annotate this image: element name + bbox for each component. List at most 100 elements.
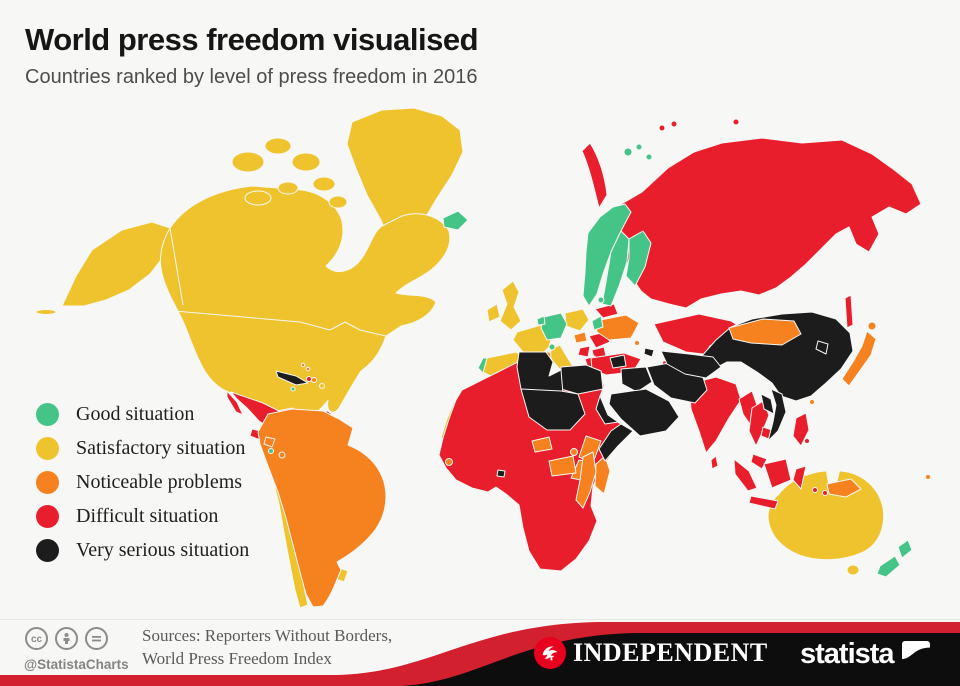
map-region-svalbard: [623, 147, 633, 157]
map-region-somalia: [598, 423, 634, 462]
footer: cc @StatistaCharts Sources: Reporters Wi…: [0, 620, 960, 686]
map-region-arctic-island: [231, 151, 265, 173]
map-legend: Good situation Satisfactory situation No…: [36, 403, 249, 573]
legend-label: Very serious situation: [76, 539, 250, 561]
map-region-arctic-isle: [658, 124, 666, 132]
swoosh-black-band: [400, 633, 960, 686]
map-region-sulawesi: [792, 465, 807, 490]
map-region-egypt: [560, 364, 604, 395]
map-region-bahamas: [305, 366, 311, 372]
map-region-norway: [582, 203, 632, 307]
statista-logo: statista: [800, 638, 930, 671]
map-region-sweden: [601, 230, 630, 307]
map-region-philippines-isle: [804, 438, 810, 444]
legend-swatch-difficult: [36, 505, 59, 528]
map-region-iceland: [442, 210, 469, 231]
map-region-finland: [625, 230, 652, 287]
map-region-novaya-zemlya: [581, 142, 608, 209]
map-region-philippines: [792, 412, 810, 447]
map-region-costa-rica: [268, 448, 274, 454]
legend-swatch-satisfactory: [36, 437, 59, 460]
map-region-taiwan: [809, 399, 815, 405]
legend-row-difficult: Difficult situation: [36, 505, 249, 528]
legend-row-good: Good situation: [36, 403, 249, 426]
header: World press freedom visualised Countries…: [25, 22, 479, 89]
license-icons: cc: [25, 627, 108, 650]
independent-eagle-icon: [534, 637, 566, 669]
map-region-north-korea: [815, 340, 829, 355]
statista-charts-handle: @StatistaCharts: [24, 657, 129, 672]
map-region-libya: [516, 351, 564, 400]
map-region-arctic-island: [244, 190, 272, 206]
map-region-guinea: [445, 458, 453, 466]
map-region-serbia: [577, 345, 591, 358]
map-region-canada-usa: [160, 185, 451, 419]
map-region-sudan-chad: [520, 388, 586, 431]
map-region-java: [748, 495, 779, 510]
map-region-malaysia: [750, 453, 768, 470]
independent-wordmark: INDEPENDENT: [573, 638, 768, 667]
map-region-syria: [609, 354, 627, 369]
legend-swatch-good: [36, 403, 59, 426]
attribution-icon: [55, 627, 78, 650]
page-subtitle: Countries ranked by level of press freed…: [25, 66, 478, 88]
map-region-arctic-island: [277, 181, 299, 195]
map-region-arctic-isle: [732, 118, 740, 126]
map-region-portugal: [477, 357, 488, 374]
legend-row-satisfactory: Satisfactory situation: [36, 437, 249, 460]
legend-label: Satisfactory situation: [76, 437, 246, 459]
map-region-japan: [841, 330, 877, 387]
map-region-hokkaido: [867, 321, 877, 331]
map-region-uganda: [570, 448, 578, 456]
map-region-laos: [760, 393, 775, 415]
legend-label: Good situation: [76, 403, 195, 425]
map-region-ukraine: [594, 314, 640, 341]
map-region-haiti: [306, 376, 312, 382]
map-region-papua-new-guinea: [826, 478, 862, 498]
map-region-arctic-island: [291, 152, 321, 172]
map-region-cuba: [275, 370, 309, 386]
map-region-arabian-peninsula: [608, 388, 680, 437]
page-title: World press freedom visualised: [25, 22, 479, 57]
map-region-switzerland: [548, 343, 556, 351]
map-region-netherlands: [536, 315, 546, 326]
map-region-baja: [226, 390, 244, 416]
map-region-arctic-island: [312, 176, 336, 192]
map-border-usa-canada: [162, 309, 387, 337]
map-region-mongolia-overlay: [728, 318, 802, 346]
map-region-vietnam: [767, 388, 787, 442]
map-border-alaska-canada: [169, 227, 184, 306]
map-region-fiji: [925, 474, 931, 480]
map-region-australia: [767, 470, 885, 561]
map-region-azerbaijan: [643, 347, 655, 358]
map-region-georgia: [634, 340, 640, 346]
world-choropleth-map: [35, 107, 931, 609]
map-region-iraq: [620, 366, 653, 393]
footer-swoosh: [0, 622, 960, 686]
cc-icon: cc: [25, 627, 48, 650]
map-region-indonesia-isle: [812, 487, 818, 493]
map-region-sri-lanka: [710, 455, 719, 470]
statista-swoosh-icon: [901, 640, 930, 669]
map-region-zambia: [548, 455, 577, 477]
map-region-svalbard: [635, 143, 643, 151]
sources-line1: Sources: Reporters Without Borders,: [142, 626, 393, 645]
map-region-equatorial-guinea: [496, 469, 506, 478]
map-region-aleutians: [35, 309, 57, 315]
sources-line2: World Press Freedom Index: [142, 648, 332, 668]
map-region-south-america-base: [257, 408, 387, 608]
sources-text: Sources: Reporters Without Borders, Worl…: [142, 625, 392, 671]
no-derivatives-icon: [85, 627, 108, 650]
map-region-bahamas: [300, 362, 306, 368]
footer-divider: [0, 619, 960, 620]
map-region-new-zealand-south: [876, 555, 901, 578]
map-region-ireland: [486, 303, 501, 323]
map-region-new-zealand-north: [897, 539, 913, 559]
map-region-turkmenistan-uzbekistan: [660, 350, 722, 379]
map-region-hungary: [573, 331, 588, 344]
map-region-panama: [278, 451, 286, 459]
map-region-arctic-isle: [670, 120, 678, 128]
map-region-germany: [540, 312, 568, 341]
cc-glyph: cc: [31, 634, 43, 645]
legend-swatch-noticeable: [36, 471, 59, 494]
